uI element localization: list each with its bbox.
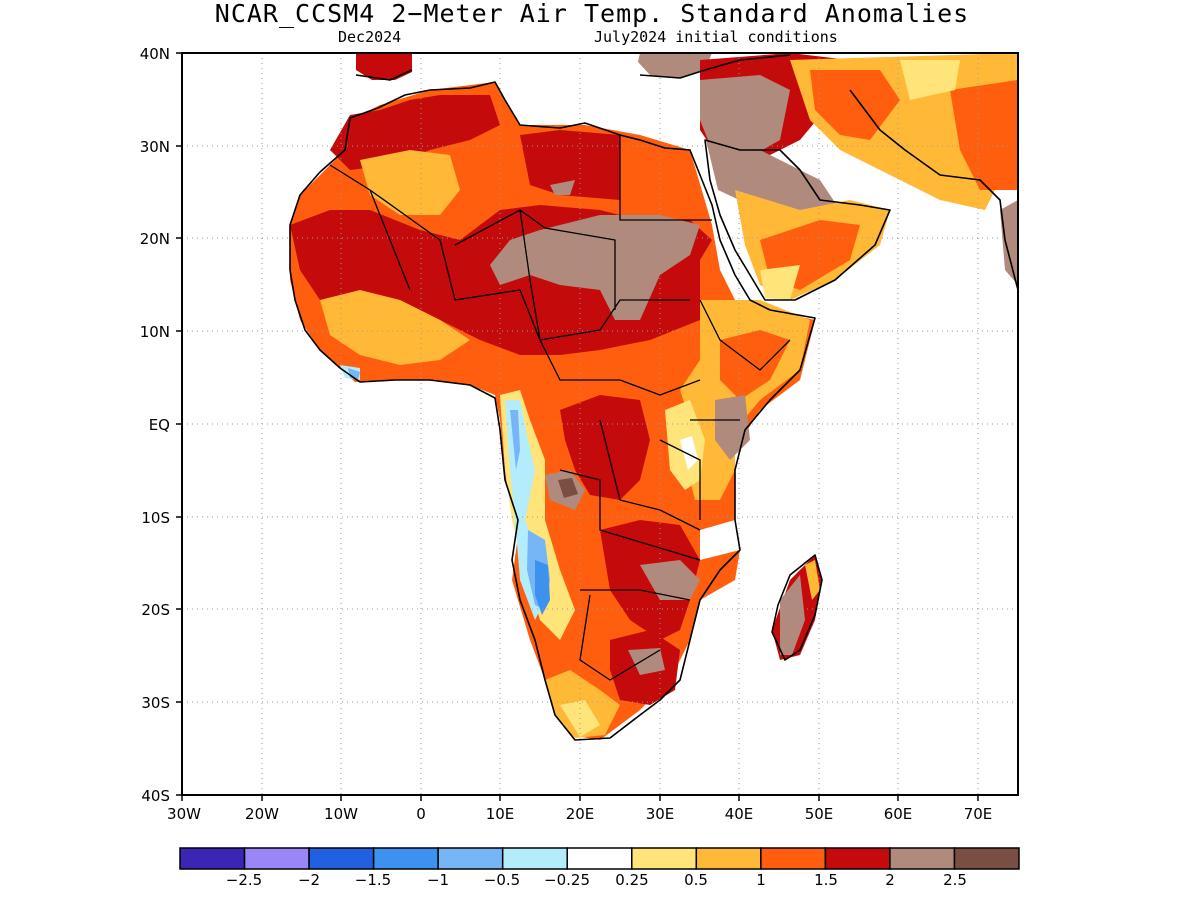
color-legend: −2.5 −2 −1.5 −1 −0.5 −0.25 0.25 0.5 1 1.…	[179, 847, 1020, 889]
legend-label: 2.5	[943, 871, 967, 889]
anomaly-region	[700, 75, 790, 160]
madagascar-coastline	[771, 554, 823, 661]
lat-label: 10S	[141, 509, 170, 527]
anomaly-region	[1000, 200, 1018, 285]
anomaly-region	[320, 290, 470, 365]
legend-swatch	[695, 847, 762, 870]
lat-lon-grid	[182, 53, 1018, 795]
anomaly-region	[640, 560, 700, 600]
legend-swatch	[372, 847, 439, 870]
anomaly-region	[520, 130, 620, 200]
lat-label: 40S	[141, 787, 170, 805]
lat-label: 30N	[140, 138, 170, 156]
anomaly-region	[780, 575, 805, 655]
legend-label: 2	[885, 871, 895, 889]
anomaly-region	[490, 215, 700, 320]
lat-label: 30S	[141, 694, 170, 712]
legend-label: −2.5	[226, 871, 262, 889]
africa-coastline	[289, 81, 816, 741]
anomaly-region	[558, 478, 578, 498]
lon-label: 10W	[324, 805, 358, 823]
legend-label: −2	[298, 871, 320, 889]
legend-labels: −2.5 −2 −1.5 −1 −0.5 −0.25 0.25 0.5 1 1.…	[226, 871, 967, 889]
anomaly-region	[638, 53, 712, 78]
anomaly-region	[900, 60, 960, 100]
forecast-month: Dec2024	[338, 28, 402, 46]
legend-swatch	[631, 847, 698, 870]
legend-swatch	[953, 847, 1020, 870]
anomaly-shading	[290, 53, 1018, 740]
anomaly-region	[706, 140, 840, 225]
axis-tick-marks	[176, 52, 979, 801]
anomaly-region	[810, 70, 900, 140]
anomaly-region	[760, 265, 800, 300]
longitude-labels: 30W 20W 10W 0 10E 20E 30E 40E 50E 60E 70…	[167, 805, 992, 823]
arabia-coastline	[704, 139, 891, 301]
initial-conditions-label: July2024 initial conditions	[594, 28, 838, 46]
lon-label: 40E	[725, 805, 754, 823]
anomaly-region	[628, 648, 665, 675]
legend-swatch	[760, 847, 827, 870]
anomaly-region	[348, 368, 360, 380]
anomaly-region	[535, 560, 550, 615]
legend-label: −0.25	[544, 871, 590, 889]
anomaly-region	[330, 95, 500, 170]
legend-label: −1.5	[355, 871, 391, 889]
lon-label: 30E	[646, 805, 675, 823]
anomaly-region	[360, 150, 460, 215]
anomaly-region	[680, 436, 698, 470]
lon-label: 60E	[884, 805, 913, 823]
legend-label: 0.25	[615, 871, 648, 889]
legend-label: 0.5	[684, 871, 708, 889]
country-borders	[329, 135, 791, 681]
lat-label: 20N	[140, 230, 170, 248]
legend-swatch	[501, 847, 568, 870]
europe-coastline	[355, 54, 791, 81]
lon-label: 50E	[805, 805, 834, 823]
legend-swatch	[179, 847, 246, 870]
anomaly-region	[805, 560, 820, 600]
legend-label: 1.5	[814, 871, 838, 889]
lon-label: 20W	[245, 805, 279, 823]
map-title: NCAR_CCSM4 2−Meter Air Temp. Standard An…	[214, 0, 970, 28]
anomaly-region	[720, 330, 790, 400]
legend-label: −0.5	[484, 871, 520, 889]
anomaly-region	[356, 53, 412, 80]
lon-label: 10E	[486, 805, 515, 823]
lat-label: 10N	[140, 323, 170, 341]
legend-swatch	[824, 847, 891, 870]
legend-swatch	[889, 847, 956, 870]
latitude-labels: 40N 30N 20N 10N EQ 10S 20S 30S 40S	[140, 45, 170, 805]
lat-label: 40N	[140, 45, 170, 63]
legend-label: 1	[756, 871, 766, 889]
lat-label: 20S	[141, 601, 170, 619]
lon-label: 30W	[167, 805, 201, 823]
anomaly-region	[510, 410, 520, 470]
lat-label: EQ	[149, 416, 170, 434]
legend-swatch	[243, 847, 310, 870]
asia-coastline	[849, 89, 1018, 291]
legend-label: −1	[427, 871, 449, 889]
anomaly-region	[550, 180, 575, 195]
legend-swatches	[179, 847, 1020, 870]
legend-swatch	[437, 847, 504, 870]
legend-swatch	[566, 847, 633, 870]
anomaly-region	[560, 395, 650, 500]
coastlines-borders	[289, 54, 1018, 741]
lon-label: 0	[416, 805, 426, 823]
lon-label: 20E	[566, 805, 595, 823]
anomaly-region	[950, 80, 1018, 190]
lon-label: 70E	[964, 805, 993, 823]
legend-swatch	[308, 847, 375, 870]
